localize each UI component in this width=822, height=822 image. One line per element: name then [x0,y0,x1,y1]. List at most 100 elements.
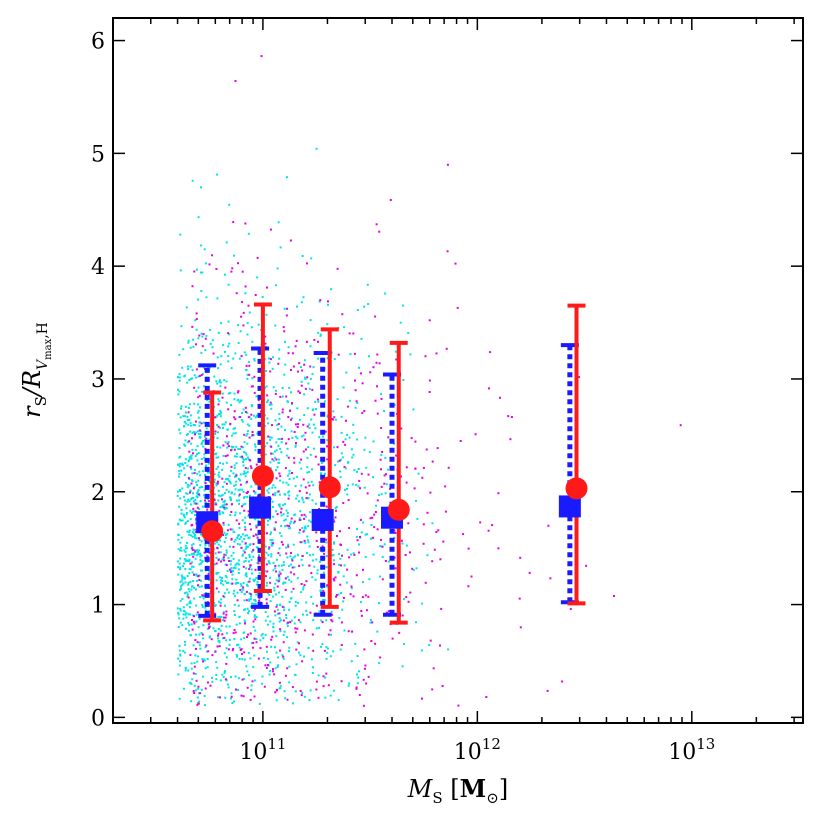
scatter-point [519,626,522,629]
scatter-point [217,494,220,497]
scatter-point [280,535,283,538]
scatter-point [227,345,230,348]
scatter-point [352,423,355,426]
scatter-point [292,587,295,590]
scatter-point [177,613,180,616]
scatter-point [186,483,189,486]
scatter-point [278,472,281,475]
scatter-point [176,607,179,610]
scatter-point [187,629,190,632]
scatter-point [356,470,358,473]
scatter-point [332,689,335,692]
scatter-point [243,451,245,454]
scatter-point [177,573,180,576]
scatter-point [181,584,184,586]
scatter-point [192,492,194,495]
scatter-point [183,495,186,498]
scatter-point [193,586,196,589]
scatter-point [312,366,315,369]
scatter-point [226,532,229,535]
scatter-point [234,613,236,616]
scatter-point [184,669,187,672]
scatter-point [317,331,320,334]
scatter-point [178,489,181,491]
scatter-point [281,395,284,398]
scatter-point [270,541,273,544]
scatter-point [233,410,236,413]
scatter-point [247,633,250,636]
scatter-point [298,531,301,534]
scatter-point [549,577,552,580]
scatter-point [190,498,193,501]
scatter-point [214,650,217,653]
scatter-point [202,675,205,678]
scatter-point [214,604,217,607]
scatter-point [179,621,182,624]
scatter-point [209,328,212,331]
scatter-point [336,535,338,537]
scatter-point [232,551,235,554]
scatter-point [180,546,182,549]
scatter-point [216,666,219,669]
scatter-point [221,493,224,496]
scatter-point [361,411,364,414]
scatter-point [286,575,289,578]
scatter-point [303,629,306,632]
scatter-point [215,678,218,681]
scatter-point [251,385,254,388]
scatter-point [239,455,242,458]
scatter-point [318,300,321,303]
scatter-point [195,633,198,636]
scatter-point [203,248,206,251]
scatter-point [217,474,220,477]
scatter-point [258,702,261,705]
scatter-point [237,572,240,574]
scatter-point [425,448,428,451]
scatter-point [292,702,294,705]
scatter-point [189,503,192,506]
scatter-point [202,658,205,661]
scatter-point [186,433,189,435]
scatter-point [304,378,307,380]
scatter-point [225,401,228,404]
scatter-point [311,372,314,375]
scatter-point [229,545,231,548]
scatter-point [241,658,244,661]
scatter-point [195,495,198,498]
scatter-point [431,522,434,525]
scatter-point [277,580,280,583]
scatter-point [347,499,350,502]
scatter-point [318,481,321,484]
scatter-point [194,533,196,536]
scatter-point [237,582,240,584]
scatter-point [214,502,217,504]
scatter-point [332,518,335,521]
scatter-point [256,546,259,549]
scatter-point [265,666,268,669]
scatter-point [250,385,253,388]
scatter-point [269,518,271,521]
scatter-point [249,465,252,468]
scatter-point [316,569,319,572]
scatter-point [360,337,363,340]
scatter-point [274,691,277,694]
scatter-point [206,666,209,669]
scatter-point [301,527,304,529]
scatter-point [232,570,235,573]
mean-square-marker [558,495,581,518]
scatter-point [198,563,201,566]
scatter-point [190,482,193,485]
scatter-point [226,446,229,449]
scatter-point [380,427,383,429]
scatter-point [220,624,223,627]
scatter-point [338,459,341,462]
scatter-point [585,564,588,567]
scatter-point [184,415,187,418]
scatter-point [176,490,179,493]
scatter-point [270,452,273,455]
scatter-point [270,445,273,448]
scatter-point [373,513,376,516]
scatter-point [183,576,186,579]
scatter-point [409,551,411,554]
scatter-point [225,647,228,650]
